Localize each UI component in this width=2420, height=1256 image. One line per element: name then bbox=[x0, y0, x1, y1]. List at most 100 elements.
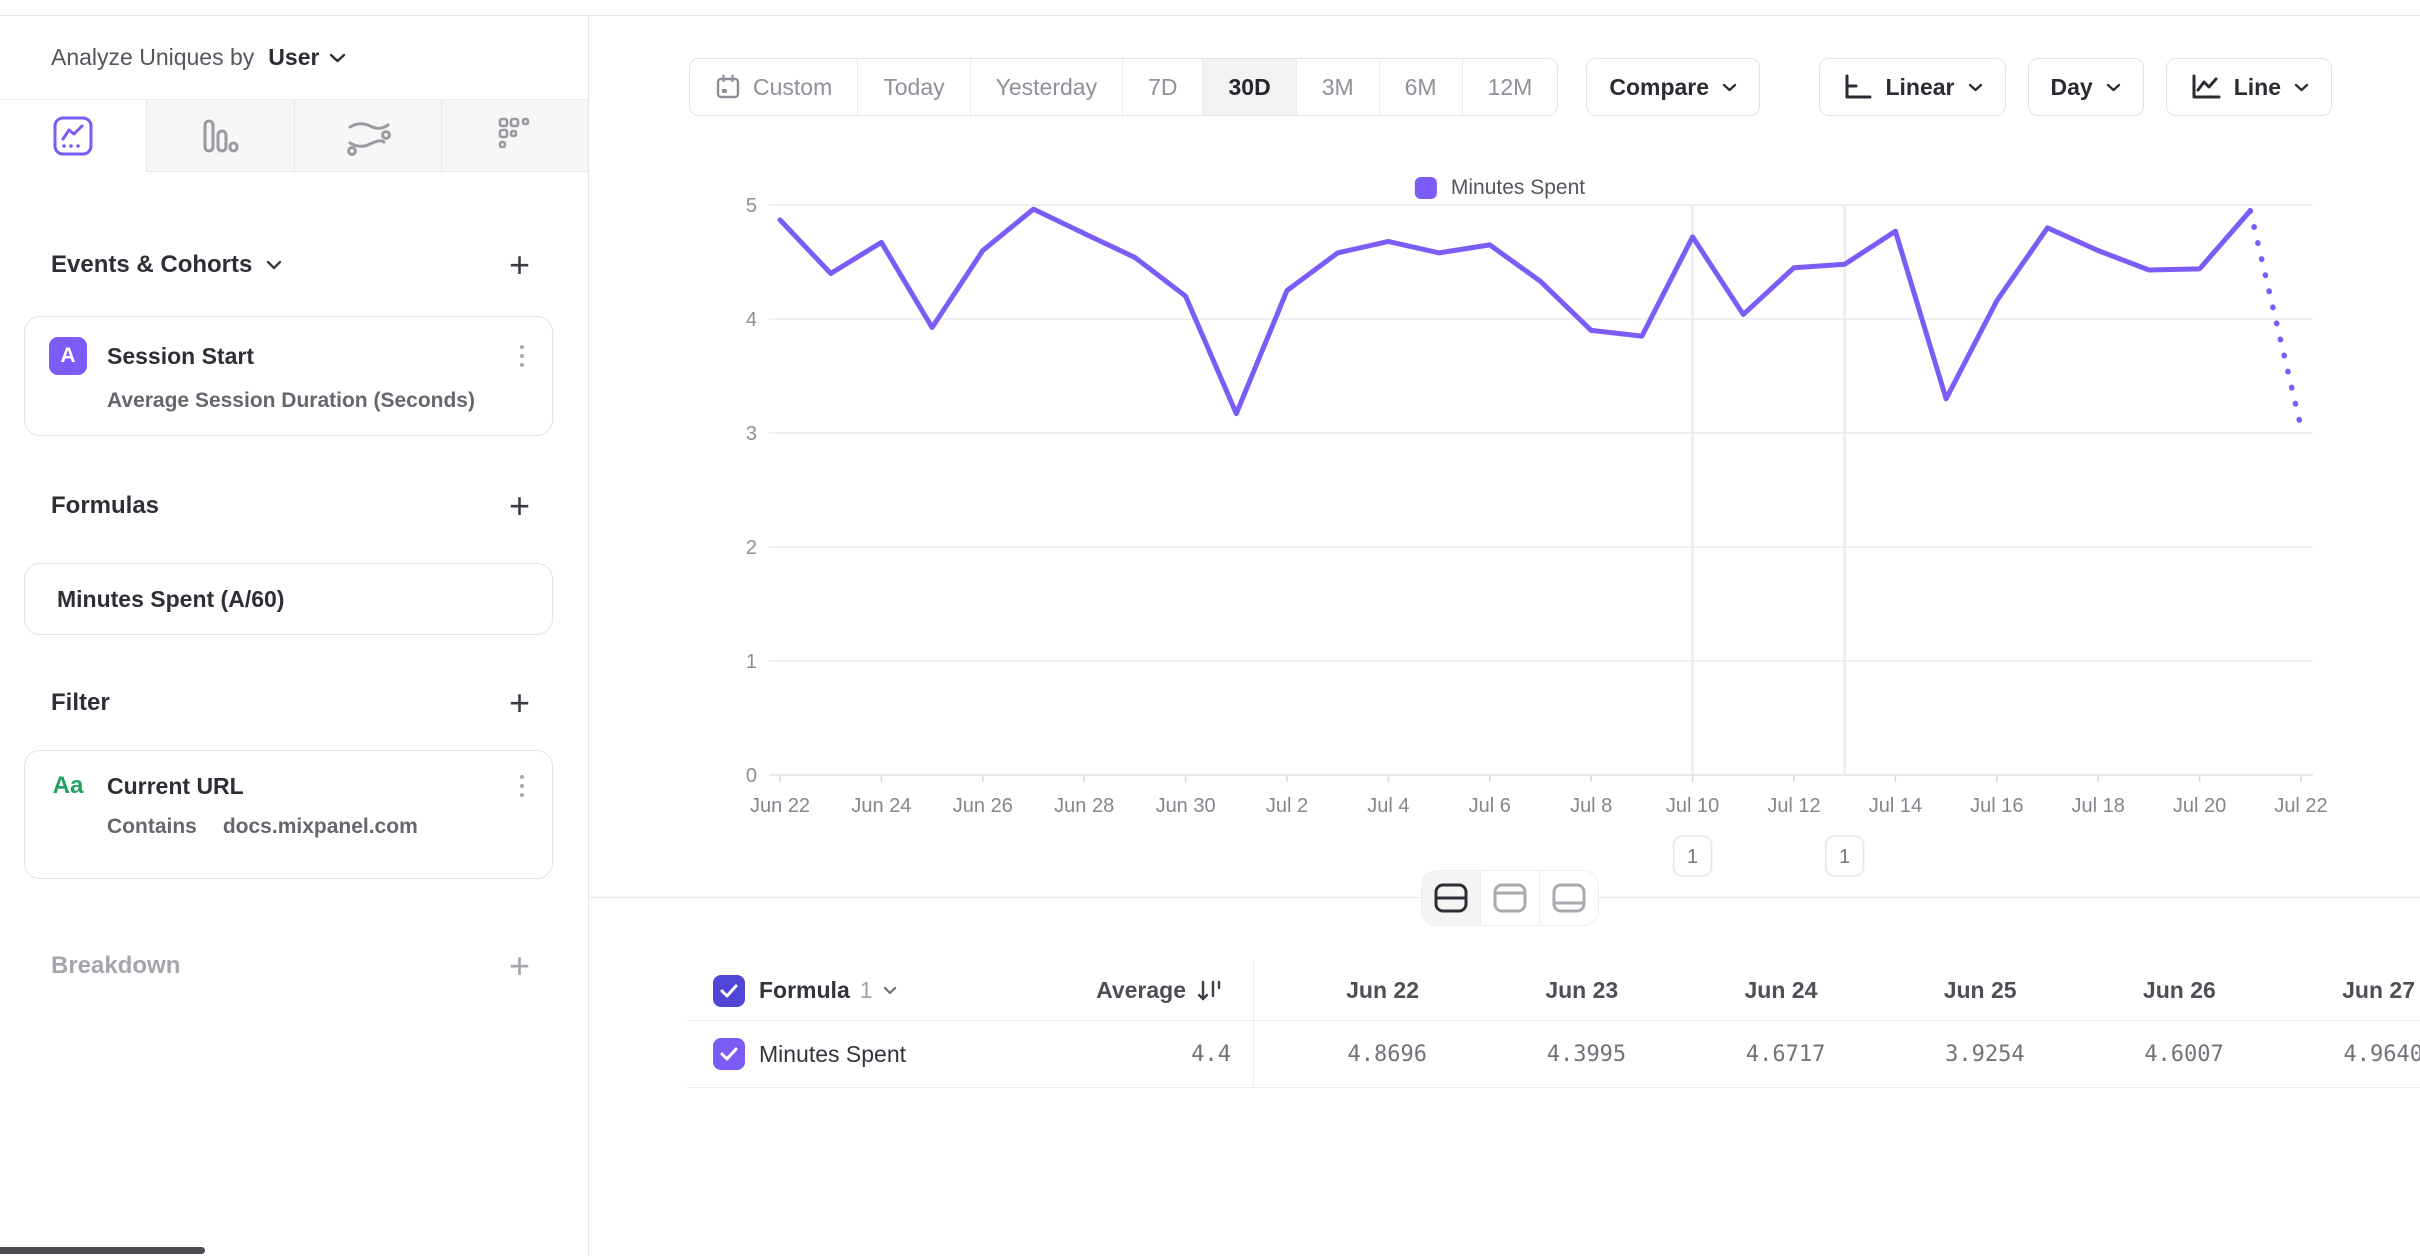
calendar-icon bbox=[716, 74, 740, 99]
date-range-today[interactable]: Today bbox=[857, 59, 969, 115]
sidebar-horizontal-scrollbar[interactable] bbox=[0, 1247, 205, 1254]
formula-group-label: Formula bbox=[759, 977, 850, 1003]
column-header-jun-25: Jun 25 bbox=[1943, 977, 2017, 1003]
line-chart[interactable]: 0 1 2 3 4 5 Jun 22 Jun 24 Jun 26 Jun 28 Jun 30 Jul … bbox=[589, 136, 2420, 926]
analyze-uniques-value: User bbox=[268, 44, 320, 70]
string-property-badge: Aa bbox=[52, 772, 84, 799]
date-range-7d[interactable]: 7D bbox=[1122, 59, 1202, 115]
events-cohorts-label: Events & Cohorts bbox=[51, 251, 253, 278]
date-range-6m[interactable]: 6M bbox=[1378, 59, 1462, 115]
series-checkbox[interactable] bbox=[713, 1038, 745, 1070]
cell-value-jun-24: 4.6717 bbox=[1745, 1041, 1826, 1067]
select-all-checkbox[interactable] bbox=[713, 974, 745, 1007]
column-header-jun-23: Jun 23 bbox=[1545, 977, 1619, 1003]
breakdown-label: Breakdown bbox=[51, 952, 181, 979]
x-tick-label: Jun 28 bbox=[1054, 795, 1114, 817]
date-range-label: Today bbox=[883, 73, 945, 100]
add-event-button[interactable]: + bbox=[508, 244, 530, 285]
y-tick-label: 1 bbox=[746, 651, 757, 673]
annotation-badge-count: 1 bbox=[1687, 846, 1698, 868]
table-bottom-view-icon bbox=[1552, 883, 1586, 913]
date-range-custom[interactable]: Custom bbox=[690, 59, 857, 115]
annotation-badge-Jul 13[interactable] bbox=[1824, 835, 1865, 877]
filter-operator[interactable]: Contains bbox=[107, 815, 197, 838]
cell-value-jun-23: 4.3995 bbox=[1546, 1041, 1627, 1067]
formula-group-header[interactable]: Formula 1 bbox=[759, 977, 897, 1004]
date-range-30d[interactable]: 30D bbox=[1202, 59, 1296, 115]
scale-button[interactable]: Linear bbox=[1819, 58, 2006, 116]
filter-section-header: Filter + bbox=[51, 680, 530, 726]
date-range-yesterday[interactable]: Yesterday bbox=[969, 59, 1122, 115]
table-header-divider bbox=[687, 1020, 2420, 1021]
add-formula-button[interactable]: + bbox=[508, 485, 530, 526]
date-range-label: 7D bbox=[1148, 73, 1178, 100]
average-column-divider bbox=[1253, 961, 1254, 1086]
event-card-session-start[interactable]: A Session Start Average Session Duration… bbox=[24, 316, 553, 436]
annotation-badge-Jul 10[interactable] bbox=[1672, 835, 1713, 877]
check-icon bbox=[720, 1047, 738, 1061]
formulas-section-header: Formulas + bbox=[51, 483, 530, 529]
series-line-minutes-spent[interactable] bbox=[777, 206, 2253, 417]
layout-table-bottom-button[interactable] bbox=[1539, 871, 1598, 925]
add-breakdown-button[interactable]: + bbox=[508, 945, 530, 986]
x-tick-label: Jul 2 bbox=[1266, 795, 1308, 817]
average-label: Average bbox=[1096, 977, 1186, 1003]
filter-value[interactable]: docs.mixpanel.com bbox=[222, 815, 418, 838]
event-aggregation[interactable]: Average Session Duration (Seconds) bbox=[107, 389, 475, 412]
sort-descending-icon bbox=[1197, 980, 1221, 1000]
granularity-button[interactable]: Day bbox=[2027, 58, 2144, 116]
layout-split-view-button[interactable] bbox=[1422, 871, 1480, 925]
date-range-label: 6M bbox=[1404, 73, 1437, 100]
split-view-icon bbox=[1434, 883, 1468, 913]
chevron-down-icon bbox=[267, 260, 282, 270]
page-top-divider bbox=[0, 15, 2420, 16]
average-column-header[interactable]: Average bbox=[1096, 977, 1222, 1004]
date-range-group: Custom Today Yesterday 7D 30D 3M 6M 12M bbox=[689, 58, 1559, 116]
x-tick-label: Jul 20 bbox=[2173, 795, 2226, 817]
retention-grid-icon bbox=[498, 117, 530, 148]
date-range-3m[interactable]: 3M bbox=[1295, 59, 1379, 115]
filter-options-kebab-icon[interactable] bbox=[516, 771, 528, 801]
compare-label: Compare bbox=[1609, 73, 1710, 100]
x-tick-label: Jul 14 bbox=[1869, 795, 1922, 817]
x-tick-label: Jun 30 bbox=[1156, 795, 1216, 817]
analyze-uniques-row: Analyze Uniques by User bbox=[0, 16, 588, 100]
date-range-label: Custom bbox=[753, 73, 833, 100]
visualization-tabs bbox=[0, 100, 588, 172]
x-tick-label: Jun 26 bbox=[953, 795, 1013, 817]
table-top-view-icon bbox=[1493, 883, 1527, 913]
chart-legend: Minutes Spent bbox=[1414, 176, 1585, 200]
chevron-down-icon bbox=[1968, 83, 1982, 91]
add-filter-button[interactable]: + bbox=[508, 682, 530, 723]
y-tick-label: 5 bbox=[746, 195, 757, 217]
chart-toolbar: Custom Today Yesterday 7D 30D 3M 6M 12M Compare… bbox=[689, 58, 2332, 116]
event-name: Session Start bbox=[107, 342, 254, 369]
event-letter-badge: A bbox=[49, 337, 87, 375]
date-range-label: 30D bbox=[1228, 73, 1271, 100]
breakdown-section-header: Breakdown + bbox=[51, 943, 530, 989]
series-name: Minutes Spent bbox=[759, 1040, 907, 1067]
tab-retention[interactable] bbox=[440, 100, 588, 172]
analyze-uniques-selector[interactable]: User bbox=[268, 44, 346, 71]
compare-button[interactable]: Compare bbox=[1586, 58, 1761, 116]
formula-group-number: 1 bbox=[859, 977, 873, 1003]
y-tick-label: 0 bbox=[746, 765, 757, 787]
bar-chart-icon bbox=[203, 119, 239, 152]
chevron-down-icon bbox=[2106, 83, 2120, 91]
column-header-jun-27: Jun 27 bbox=[2342, 977, 2415, 1003]
x-tick-label: Jul 16 bbox=[1970, 795, 2023, 817]
events-cohorts-title[interactable]: Events & Cohorts bbox=[51, 251, 282, 279]
event-options-kebab-icon[interactable] bbox=[516, 341, 528, 371]
filter-card-current-url[interactable]: Aa Current URL Contains docs.mixpanel.co… bbox=[24, 750, 553, 879]
tab-bar-chart[interactable] bbox=[146, 100, 294, 172]
series-color-swatch bbox=[1414, 177, 1437, 199]
layout-table-top-button[interactable] bbox=[1480, 871, 1539, 925]
tab-insights[interactable] bbox=[0, 100, 147, 172]
flows-icon bbox=[346, 121, 391, 156]
date-range-12m[interactable]: 12M bbox=[1461, 59, 1558, 115]
tab-flows[interactable] bbox=[293, 100, 441, 172]
cell-value-jun-26: 4.6007 bbox=[2144, 1041, 2224, 1067]
chart-type-button[interactable]: Line bbox=[2165, 58, 2332, 116]
formula-card[interactable]: Minutes Spent (A/60) bbox=[24, 563, 553, 635]
